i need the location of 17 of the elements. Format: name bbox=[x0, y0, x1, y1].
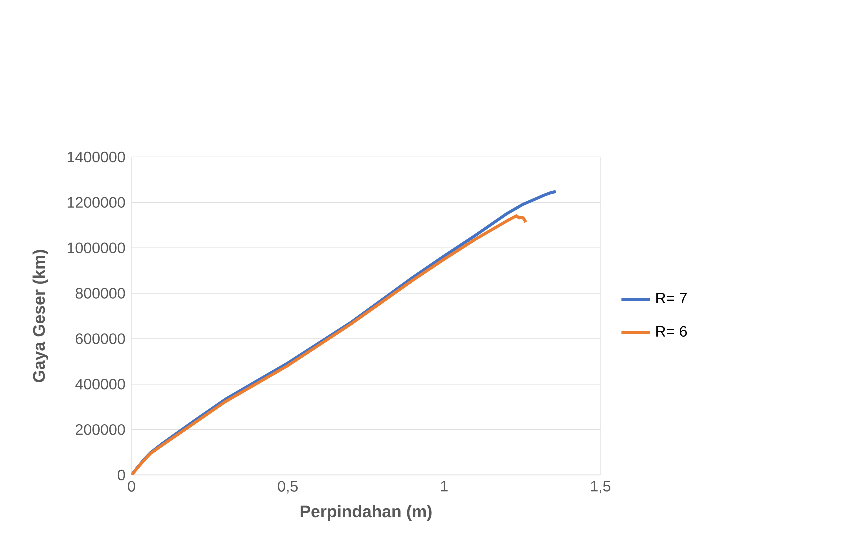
y-tick-label: 0 bbox=[118, 470, 126, 481]
y-axis-title: Gaya Geser (km) bbox=[32, 250, 49, 383]
y-tick-label: 1000000 bbox=[68, 242, 126, 254]
y-tick-label: 1200000 bbox=[68, 197, 126, 208]
x-tick-label: 1 bbox=[441, 481, 448, 492]
x-tick-label: 1,5 bbox=[591, 481, 611, 494]
legend-label: R= 7 bbox=[656, 293, 687, 304]
y-tick-label: 200000 bbox=[76, 424, 126, 436]
y-tick-label: 600000 bbox=[76, 334, 126, 344]
y-tick-label: 800000 bbox=[76, 288, 126, 299]
x-tick-label: 0,5 bbox=[278, 481, 298, 494]
y-tick-label: 1400000 bbox=[68, 152, 126, 163]
line-series bbox=[132, 214, 528, 476]
x-axis-title: Perpindahan (m) bbox=[300, 505, 432, 522]
legend-label: R= 6 bbox=[656, 326, 688, 338]
x-tick-label: 0 bbox=[128, 481, 136, 492]
y-tick-label: 400000 bbox=[76, 379, 126, 390]
